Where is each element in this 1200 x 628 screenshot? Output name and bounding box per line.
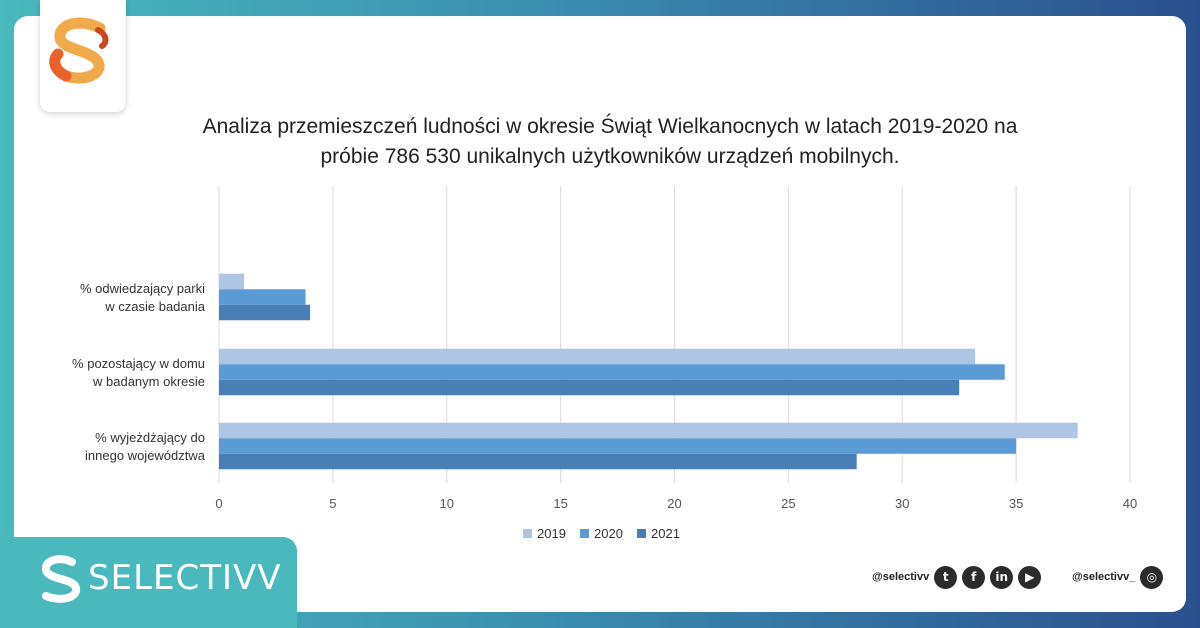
category-label: w czasie badania [104, 299, 205, 314]
bar-2019-cat-1 [219, 348, 976, 365]
bar-2020-cat-0 [219, 289, 306, 305]
legend-swatch-2019 [523, 529, 532, 538]
bar-2020-cat-1 [219, 364, 1005, 380]
legend-label: 2021 [651, 526, 680, 541]
legend-label: 2020 [594, 526, 623, 541]
category-label: % pozostający w domu [72, 356, 205, 371]
brand-bar [0, 537, 297, 628]
selectivv-brand-icon [41, 555, 81, 603]
logo-tab [40, 0, 126, 112]
bar-2021-cat-2 [219, 453, 857, 470]
chart-card [14, 16, 1186, 612]
category-label: w badanym okresie [92, 374, 205, 389]
x-tick-label: 0 [215, 496, 222, 511]
social-group-1: @selectivv t f in ▶ [872, 565, 1042, 589]
bar-2021-cat-1 [219, 379, 960, 396]
x-tick-label: 20 [667, 496, 681, 511]
x-tick-label: 25 [781, 496, 795, 511]
bar-2019-cat-0 [219, 273, 245, 290]
legend-swatch-2021 [637, 529, 646, 538]
x-tick-label: 5 [329, 496, 336, 511]
brand-name: SELECTIVV [88, 558, 282, 598]
chart-title: Analiza przemieszczeń ludności w okresie… [202, 115, 1018, 168]
twitter-icon[interactable]: t [934, 565, 958, 589]
social-handle-1: @selectivv [872, 571, 930, 583]
social-group-2: @selectivv_ ◎ [1072, 565, 1164, 589]
facebook-icon[interactable]: f [962, 565, 986, 589]
x-tick-label: 40 [1123, 496, 1137, 511]
legend-swatch-2020 [580, 529, 589, 538]
category-label: % odwiedzający parki [80, 281, 205, 296]
instagram-icon[interactable]: ◎ [1140, 565, 1164, 589]
x-tick-label: 30 [895, 496, 909, 511]
x-tick-label: 15 [553, 496, 567, 511]
category-label: % wyjeżdżający do [95, 430, 205, 445]
youtube-icon[interactable]: ▶ [1018, 565, 1042, 589]
bar-2021-cat-0 [219, 304, 311, 321]
social-handle-2: @selectivv_ [1072, 571, 1136, 583]
bar-2020-cat-2 [219, 438, 1017, 454]
selectivv-logo-icon [49, 17, 109, 84]
linkedin-icon[interactable]: in [990, 565, 1014, 589]
legend-label: 2019 [537, 526, 566, 541]
bar-2019-cat-2 [219, 422, 1078, 439]
x-tick-label: 35 [1009, 496, 1023, 511]
category-label: innego województwa [85, 448, 206, 463]
x-tick-label: 10 [440, 496, 454, 511]
